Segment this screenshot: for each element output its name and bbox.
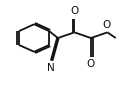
Text: O: O	[70, 6, 78, 16]
Text: O: O	[87, 59, 95, 69]
Text: O: O	[103, 20, 111, 30]
Text: N: N	[47, 63, 55, 73]
